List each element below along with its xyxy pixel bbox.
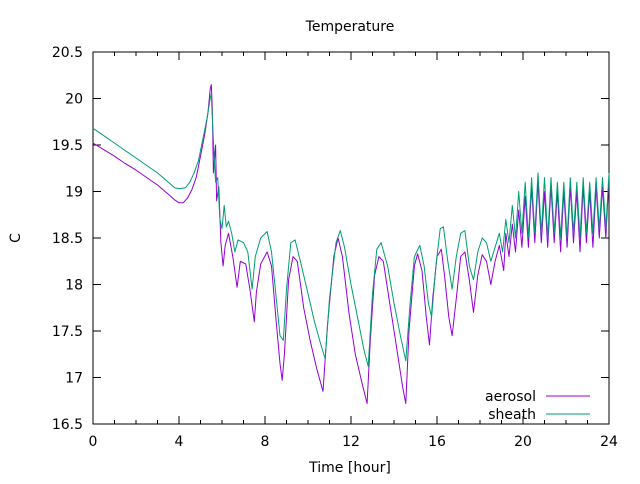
axis-ticks: [92, 51, 610, 425]
y-tick-label: 18: [65, 278, 83, 294]
y-tick-label: 20.5: [52, 45, 83, 61]
axis-tick-labels: 0 4 8 12 16 20 24 16.5 17 17.5 18 18.5 19 19.5 20 20.5: [52, 45, 618, 450]
series-line-aerosol: [92, 84, 610, 404]
x-tick-label: 24: [600, 434, 618, 450]
x-tick-label: 0: [89, 434, 98, 450]
series-line-sheath: [92, 93, 610, 367]
legend-label-sheath: sheath: [488, 407, 536, 423]
legend-label-aerosol: aerosol: [485, 389, 536, 405]
x-axis-label: Time [hour]: [308, 460, 391, 476]
x-tick-label: 4: [175, 434, 184, 450]
x-tick-label: 16: [428, 434, 446, 450]
y-tick-label: 18.5: [52, 231, 83, 247]
x-tick-label: 20: [514, 434, 532, 450]
y-tick-label: 19: [65, 185, 83, 201]
legend: aerosol sheath: [485, 389, 590, 423]
series-lines: [92, 84, 610, 404]
y-tick-label: 20: [65, 92, 83, 108]
x-tick-label: 8: [261, 434, 270, 450]
y-tick-label: 16.5: [52, 417, 83, 433]
y-tick-label: 17.5: [52, 324, 83, 340]
y-tick-label: 17: [65, 371, 83, 387]
x-tick-label: 12: [342, 434, 360, 450]
chart-title: Temperature: [305, 19, 395, 35]
y-axis-label: C: [8, 233, 24, 243]
y-tick-label: 19.5: [52, 138, 83, 154]
